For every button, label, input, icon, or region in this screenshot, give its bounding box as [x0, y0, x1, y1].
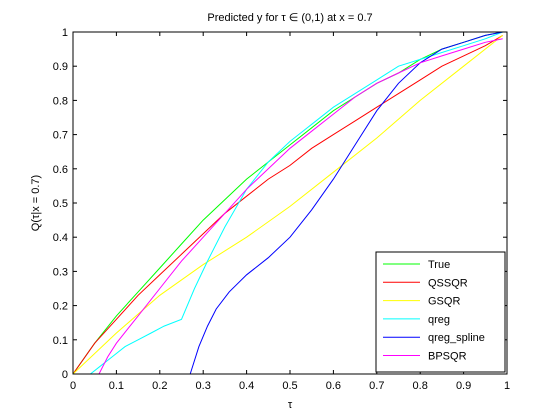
series-line-true — [72, 31, 503, 375]
y-tick-label: 0.4 — [53, 232, 68, 244]
y-tick-label: 0.6 — [53, 164, 68, 176]
legend: True QSSQR GSQR qreg qreg_spline BPSQR — [375, 251, 506, 373]
y-tick-label: 0 — [62, 369, 68, 381]
series-line-bpsqr — [98, 38, 503, 375]
y-tick-label: 0.8 — [53, 95, 68, 107]
x-tick-label: 0.1 — [109, 380, 124, 392]
y-tick-label: 0.3 — [53, 266, 68, 278]
legend-label: QSSQR — [428, 277, 468, 289]
x-tick-label: 0.5 — [282, 380, 297, 392]
y-tick-label: 0.2 — [53, 301, 68, 313]
x-tick-label: 0 — [70, 380, 76, 392]
x-tick-label: 0.2 — [152, 380, 167, 392]
legend-label: qreg_spline — [428, 332, 485, 344]
x-tick-label: 0.8 — [413, 380, 428, 392]
x-tick-label: 0.9 — [456, 380, 471, 392]
series-line-qreg-spline — [189, 31, 503, 375]
y-tick-label: 0.1 — [53, 335, 68, 347]
x-tick-label: 0.7 — [369, 380, 384, 392]
y-tick-label: 1 — [62, 27, 68, 39]
y-tick-label: 0.5 — [53, 198, 68, 210]
chart-title: Predicted y for τ ∈ (0,1) at x = 0.7 — [207, 12, 372, 24]
legend-label: qreg — [428, 314, 450, 326]
legend-label: BPSQR — [428, 351, 467, 363]
x-tick-label: 0.6 — [326, 380, 341, 392]
series-layer — [72, 31, 504, 375]
series-line-gsqr — [72, 35, 504, 375]
legend-label: GSQR — [428, 296, 460, 308]
y-axis: 0 0.1 0.2 0.3 0.4 0.5 0.6 0.7 0.8 0.9 1 — [53, 27, 507, 381]
series-line-qssqr — [72, 34, 503, 375]
y-tick-label: 0.9 — [53, 61, 68, 73]
x-axis: 0 0.1 0.2 0.3 0.4 0.5 0.6 0.7 0.8 0.9 1 — [70, 32, 510, 392]
y-tick-label: 0.7 — [53, 130, 68, 142]
series-line-qreg — [90, 31, 503, 375]
y-axis-label: Q(τ|x = 0.7) — [30, 175, 42, 231]
legend-box — [375, 251, 506, 373]
x-tick-label: 0.3 — [196, 380, 211, 392]
x-axis-label: τ — [288, 399, 293, 411]
x-tick-label: 1 — [504, 380, 510, 392]
legend-label: True — [428, 259, 450, 271]
x-tick-label: 0.4 — [239, 380, 254, 392]
